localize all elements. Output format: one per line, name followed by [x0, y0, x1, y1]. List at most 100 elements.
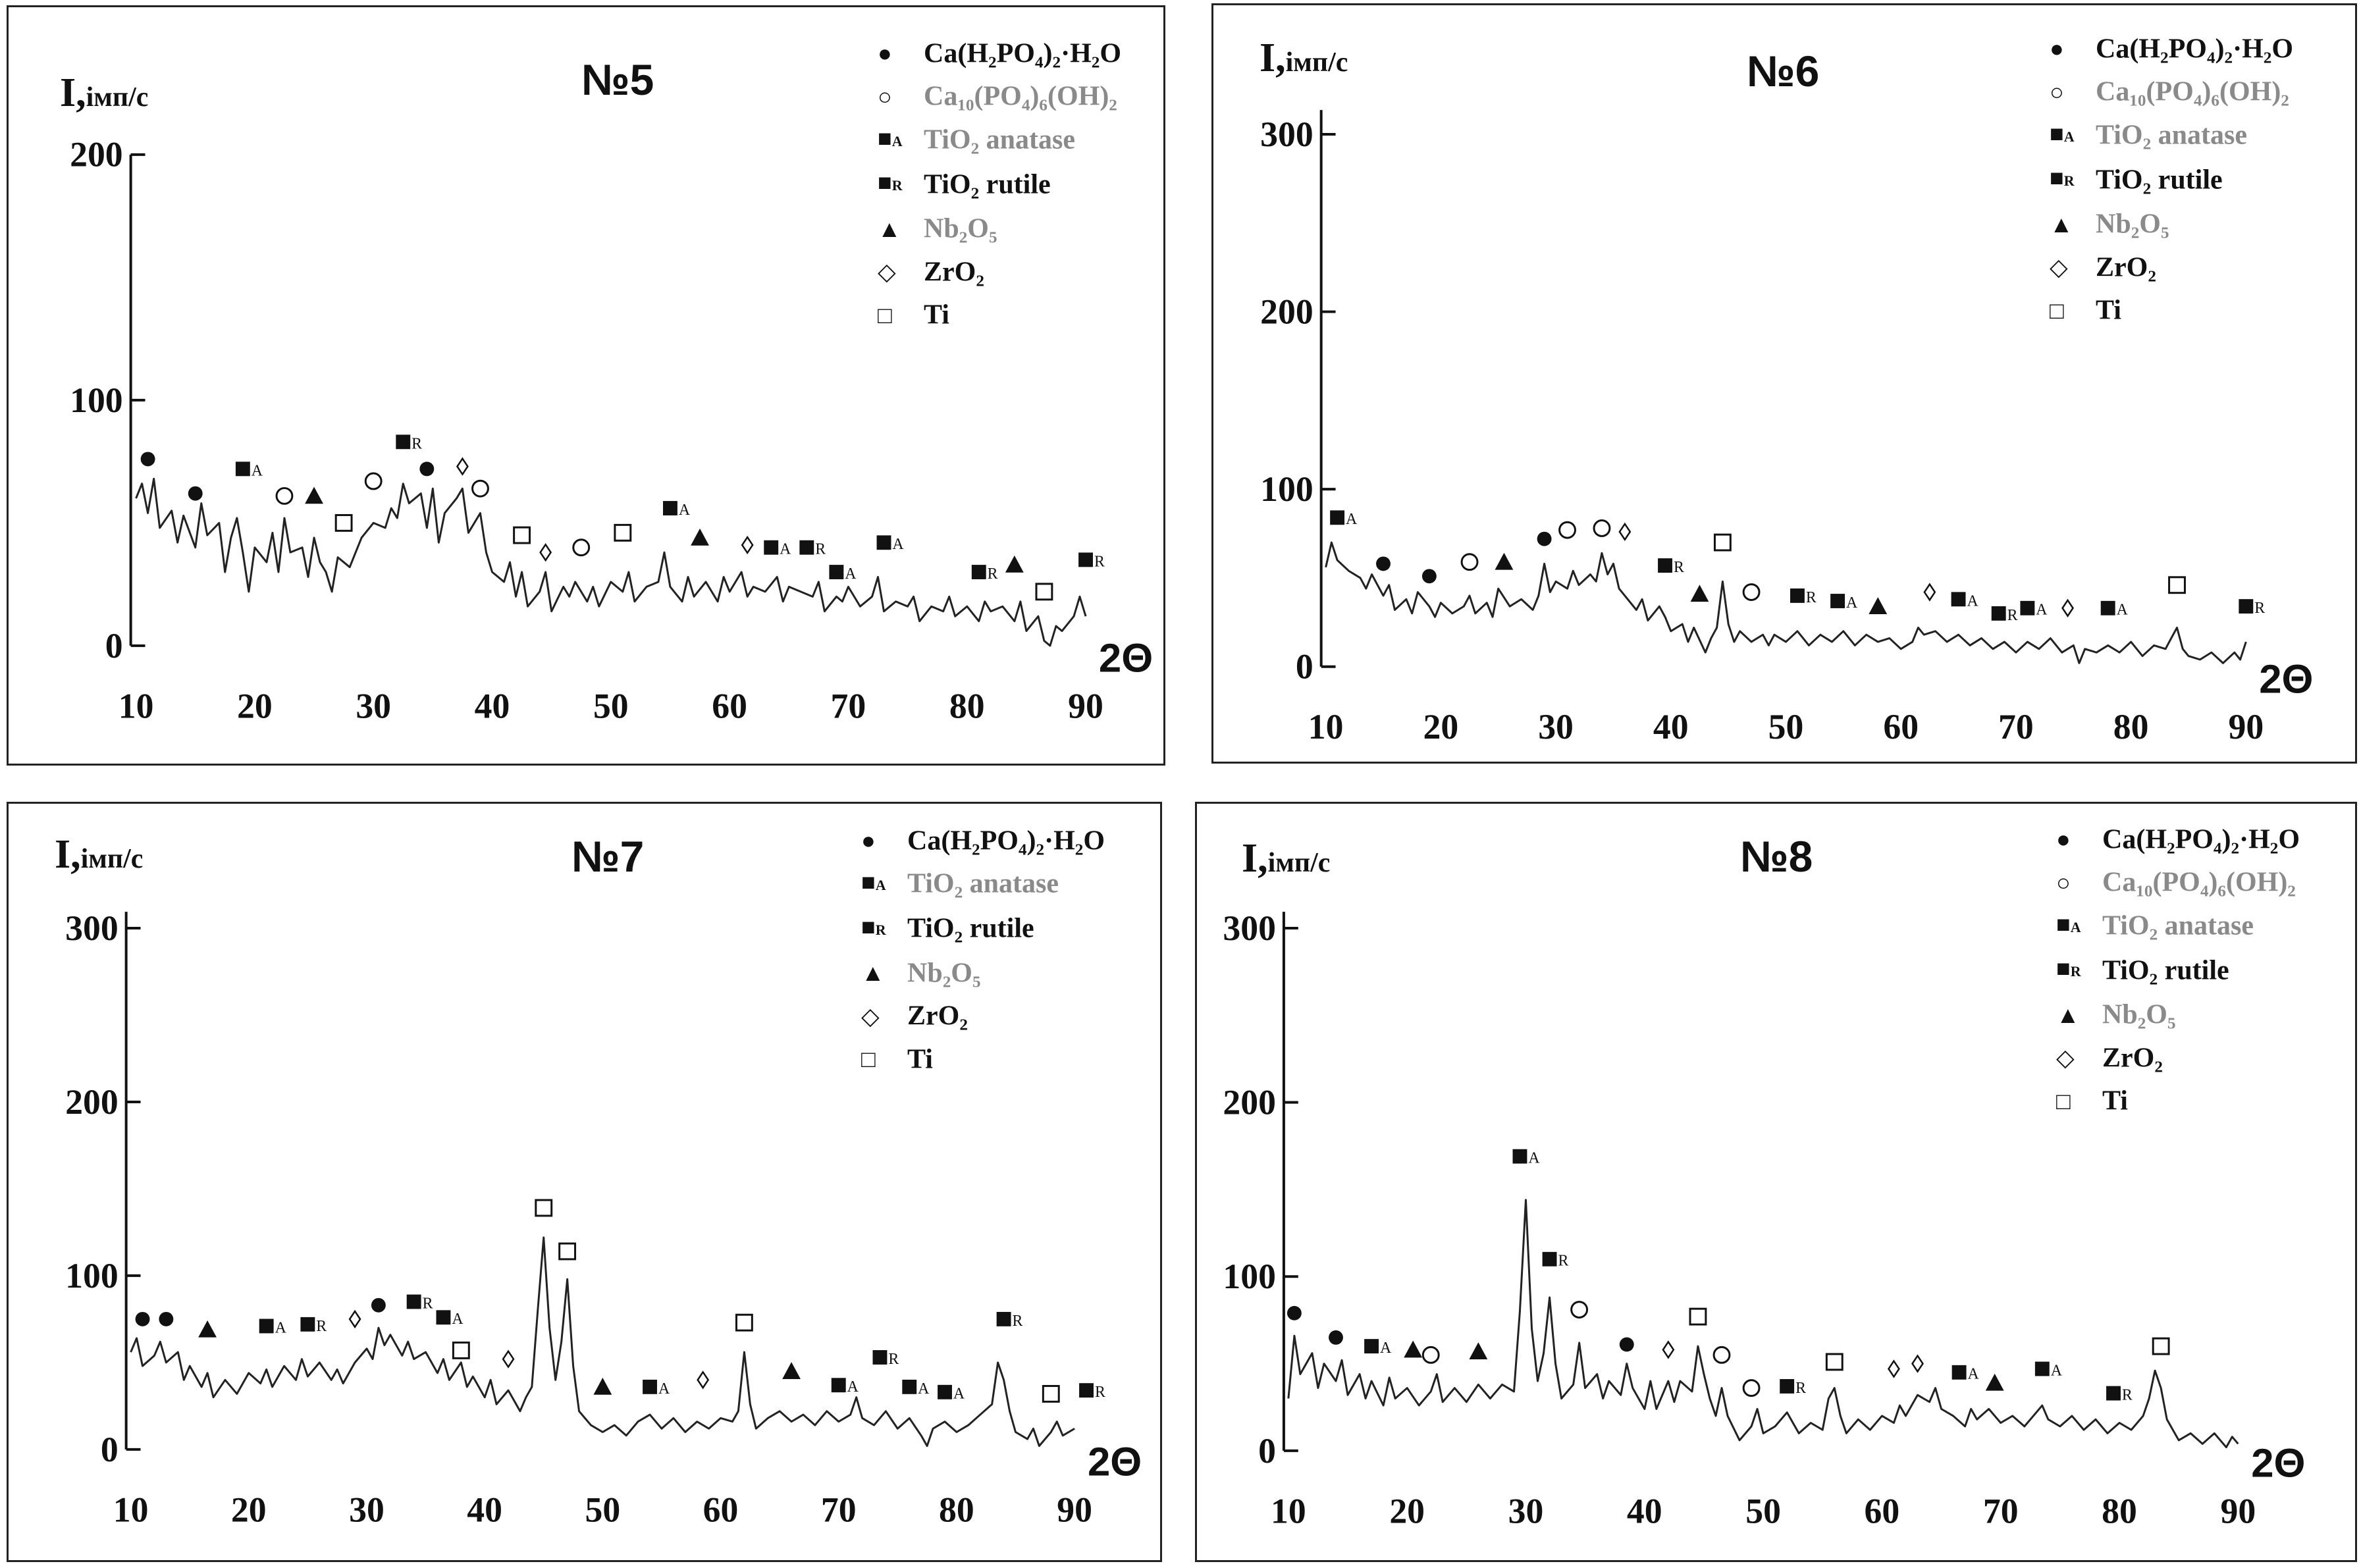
peak-marker-ca-hap [1593, 519, 1611, 537]
svg-text:R: R [1013, 1313, 1023, 1330]
legend-item-tio2-anatase: ■A TiO₂ anatase [861, 861, 1105, 906]
legend-symbol-icon: □ [2056, 1087, 2071, 1114]
x-tick-label: 70 [1983, 1491, 2019, 1530]
legend-symbol-icon: ● [878, 40, 892, 67]
legend-item-tio2-anatase: ■A TiO₂ anatase [2050, 113, 2293, 157]
svg-text:A: A [845, 565, 857, 583]
xrd-pattern-line [130, 1236, 1075, 1448]
peak-marker-tio2-anatase: A [938, 1384, 965, 1403]
legend-item-ca-hap: ○ Ca₁₀(PO₄)₆(OH)₂ [878, 74, 1121, 117]
legend-item-ca-h2po4: ● Ca(H₂PO₄)₂·H₂O [2050, 26, 2293, 69]
peak-marker-zro2 [2061, 598, 2074, 617]
peak-marker-ti [1035, 583, 1053, 601]
legend-item-zro2: ◇ ZrO₂ [2056, 1035, 2300, 1078]
peak-marker-tio2-anatase: A [1330, 510, 1358, 528]
peak-marker-ti [558, 1242, 577, 1261]
legend-item-nb2o5: ▲ Nb₂O₅ [2056, 992, 2300, 1035]
svg-text:A: A [892, 536, 904, 553]
peak-marker-zro2 [1662, 1340, 1675, 1359]
peak-marker-ti [1042, 1384, 1060, 1403]
legend-item-ca-hap: ○ Ca₁₀(PO₄)₆(OH)₂ [2056, 860, 2300, 902]
chart-8-ylabel: I,імп/с [1242, 836, 1331, 881]
peak-marker-ti [2168, 576, 2186, 594]
legend-item-nb2o5: ▲ Nb₂O₅ [2050, 201, 2293, 244]
legend-label: TiO₂ anatase [907, 868, 1059, 899]
svg-text:A: A [918, 1380, 930, 1398]
x-tick-label: 60 [1865, 1491, 1900, 1530]
y-tick-label: 0 [1258, 1431, 1276, 1471]
panel-7: 0 100 200 300 10 20 30 40 50 60 70 80 90 2Θ A R R A A A R A A R… [7, 802, 1162, 1562]
svg-text:A: A [2051, 1362, 2063, 1379]
svg-text:A: A [2036, 602, 2048, 619]
legend-item-ca-h2po4: ● Ca(H₂PO₄)₂·H₂O [2056, 817, 2300, 860]
legend-label: Ti [2096, 295, 2121, 326]
legend-symbol-icon: ▲ [2056, 1001, 2080, 1028]
legend-symbol-icon: □ [878, 301, 892, 328]
x-axis-label: 2Θ [1099, 636, 1153, 681]
chart-6-legend: ● Ca(H₂PO₄)₂·H₂O ○ Ca₁₀(PO₄)₆(OH)₂ ■A TiO₂ an… [2050, 26, 2293, 331]
x-tick-label: 20 [237, 686, 273, 725]
peak-marker-ca-hap [471, 479, 489, 498]
legend-label: Ca(H₂PO₄)₂·H₂O [2102, 824, 2300, 855]
legend-label: Ca₁₀(PO₄)₆(OH)₂ [2096, 76, 2289, 107]
x-tick-label: 10 [113, 1490, 149, 1529]
legend-label: Ti [924, 300, 949, 330]
x-tick-label: 40 [1627, 1491, 1662, 1530]
peak-marker-tio2-anatase: A [1951, 1365, 1980, 1383]
x-tick-label: 40 [1653, 707, 1689, 746]
svg-text:A: A [658, 1380, 670, 1398]
legend-item-tio2-rutile: ■R TiO₂ rutile [2056, 948, 2300, 993]
chart-8-title: №8 [1740, 832, 1813, 881]
peak-marker-tio2-rutile: R [396, 434, 422, 452]
x-tick-label: 80 [2113, 707, 2149, 746]
peak-marker-ca-h2po4 [188, 486, 203, 501]
svg-text:R: R [1558, 1253, 1568, 1270]
legend-item-tio2-anatase: ■A TiO₂ anatase [878, 117, 1121, 162]
peak-marker-nb2o5 [198, 1320, 217, 1338]
x-tick-label: 10 [1308, 707, 1344, 746]
peak-marker-tio2-anatase: A [1951, 592, 1978, 610]
y-tick-label: 200 [1260, 292, 1313, 331]
svg-text:R: R [2122, 1386, 2133, 1403]
peak-marker-tio2-anatase: A [831, 1378, 859, 1396]
x-tick-label: 30 [1508, 1491, 1544, 1530]
x-tick-label: 40 [467, 1490, 502, 1529]
legend-symbol-icon: ▲ [878, 215, 901, 242]
peak-marker-ca-hap [1742, 1379, 1761, 1398]
legend-label: Ca₁₀(PO₄)₆(OH)₂ [924, 81, 1117, 112]
legend-symbol-icon: ■A [878, 124, 903, 151]
legend-symbol-icon: ■R [861, 914, 886, 941]
legend-symbol-icon: ■R [2056, 955, 2081, 982]
chart-5-ylabel: I,імп/с [60, 70, 149, 115]
peak-marker-tio2-anatase: A [2020, 600, 2048, 619]
peak-marker-tio2-anatase: A [764, 540, 791, 558]
peak-marker-ca-h2po4 [135, 1311, 150, 1326]
x-tick-label: 90 [2220, 1491, 2256, 1530]
peak-marker-tio2-rutile: R [1078, 552, 1105, 570]
svg-text:R: R [815, 541, 826, 558]
peak-marker-nb2o5 [1690, 585, 1709, 602]
peak-marker-nb2o5 [1495, 552, 1514, 570]
legend-label: TiO₂ rutile [2096, 164, 2223, 195]
peak-marker-ca-h2po4 [1537, 531, 1552, 546]
chart-6-plot: 0 100 200 300 10 20 30 40 50 60 70 80 90 2Θ A R R A A R A A R [1260, 110, 2313, 746]
peak-marker-tio2-anatase: A [829, 565, 857, 583]
peak-marker-ca-hap [1712, 1346, 1731, 1364]
svg-text:R: R [1674, 559, 1684, 576]
legend-item-nb2o5: ▲ Nb₂O₅ [878, 206, 1121, 249]
chart-8-legend: ● Ca(H₂PO₄)₂·H₂O ○ Ca₁₀(PO₄)₆(OH)₂ ■A TiO₂ an… [2056, 817, 2300, 1122]
peak-marker-ca-h2po4 [159, 1311, 174, 1326]
peak-marker-ti [1713, 533, 1732, 552]
peak-marker-tio2-anatase: A [643, 1379, 670, 1398]
peak-marker-ca-h2po4 [1376, 556, 1391, 571]
y-tick-label: 300 [65, 908, 119, 948]
x-tick-label: 90 [1057, 1490, 1092, 1529]
peak-marker-ca-h2po4 [1287, 1305, 1302, 1320]
chart-7-title: №7 [571, 832, 645, 881]
x-tick-label: 70 [1998, 707, 2034, 746]
y-tick-label: 300 [1223, 908, 1276, 948]
y-tick-label: 100 [70, 380, 123, 420]
peak-marker-ca-h2po4 [1329, 1330, 1343, 1345]
y-tick-label: 200 [70, 135, 123, 174]
legend-label: ZrO₂ [2102, 1043, 2163, 1074]
